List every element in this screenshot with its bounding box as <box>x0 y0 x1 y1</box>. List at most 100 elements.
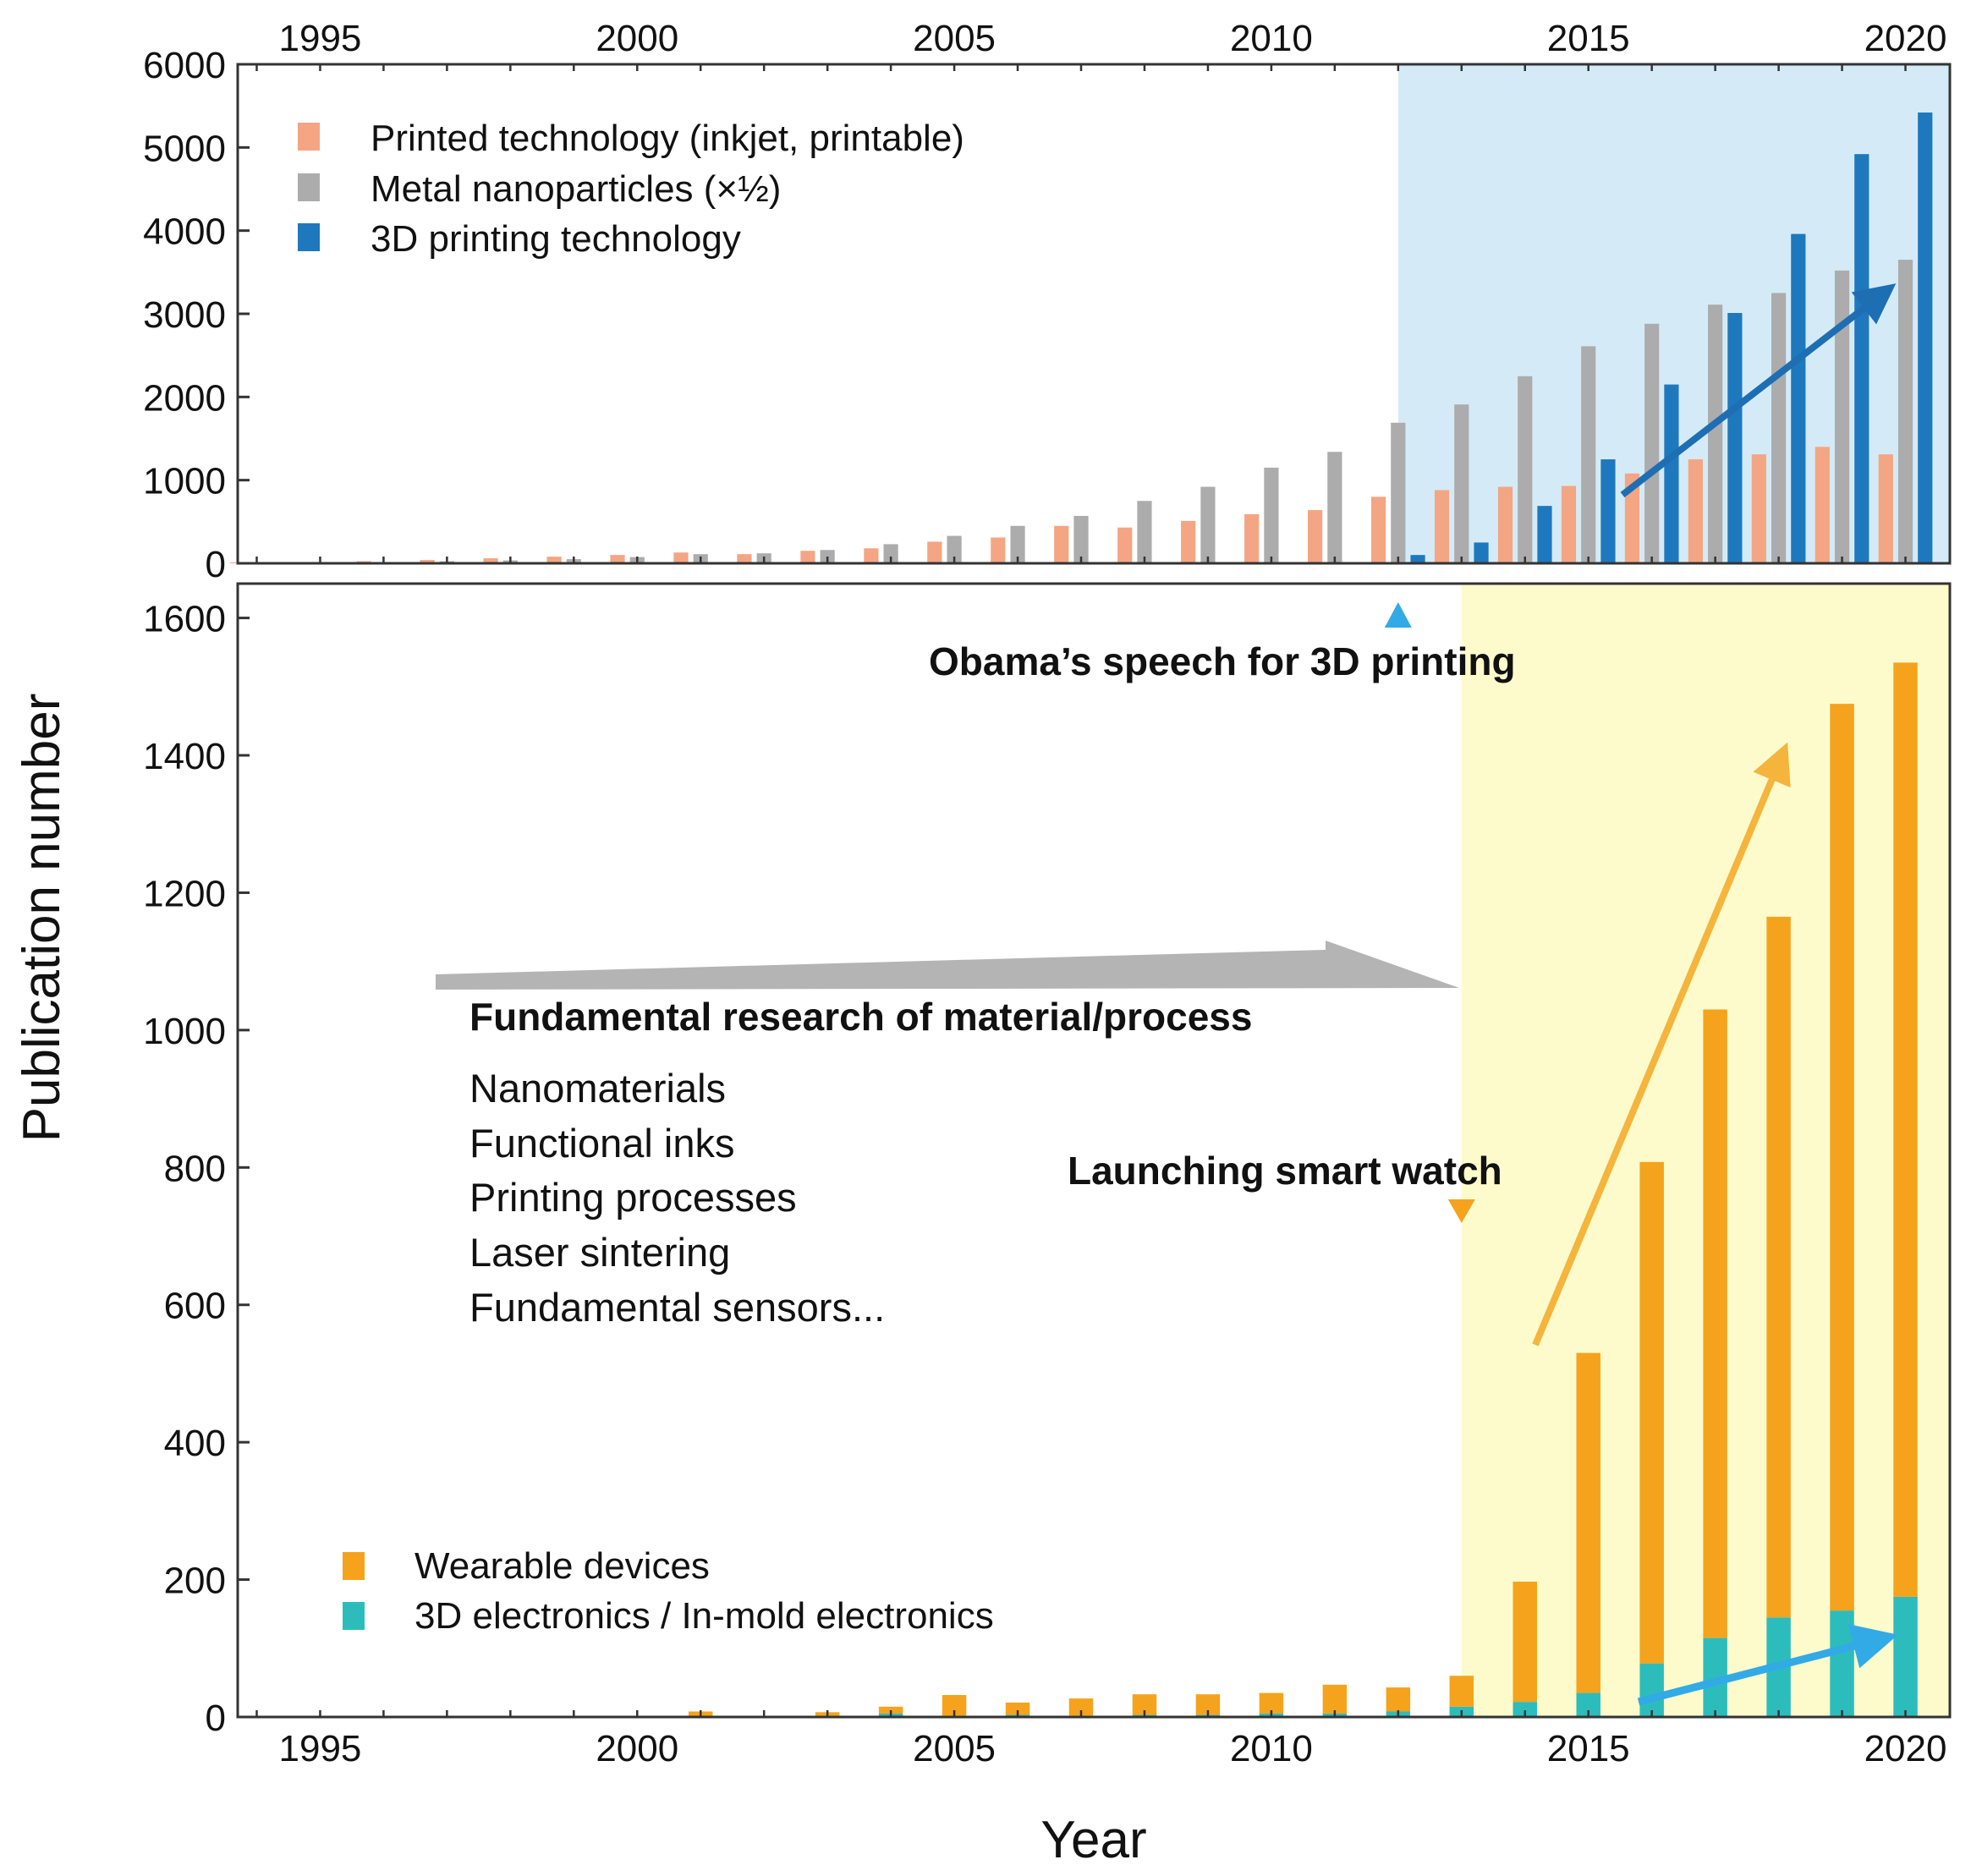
bar-printed <box>420 560 435 563</box>
bar-wearable <box>1639 1161 1664 1664</box>
legend-label-nano: Metal nanoparticles (×½) <box>371 168 781 210</box>
fundamental-research-arrow <box>436 941 1459 990</box>
smart-watch-marker-icon <box>1447 1199 1475 1223</box>
bottom-chart-panel: 0 200 400 600 800 1000 1200 1400 1600 1995 2000 20… <box>143 582 1952 1769</box>
bar-wearable <box>1322 1684 1348 1714</box>
y-tick-label: 0 <box>206 1698 226 1739</box>
bar-wearable <box>1259 1692 1284 1714</box>
bar-printed <box>1688 459 1703 563</box>
topic-item: Functional inks <box>469 1121 735 1166</box>
x-tick-label: 2010 <box>1230 1728 1313 1769</box>
bar-printed <box>800 551 815 563</box>
legend-label-3dprint: 3D printing technology <box>371 218 741 260</box>
bar-3d-printing <box>1727 313 1743 563</box>
legend-label-wearable: Wearable devices <box>415 1545 710 1587</box>
bar-printed <box>1054 525 1069 563</box>
bar-wearable <box>1068 1698 1094 1716</box>
bar-3d-printing <box>1410 555 1425 563</box>
bar-nano <box>1327 452 1342 563</box>
y-tick-label: 1400 <box>143 736 226 777</box>
bar-wearable <box>1576 1352 1600 1693</box>
top-legend: Printed technology (inkjet, printable) M… <box>298 118 964 260</box>
legend-label-printed: Printed technology (inkjet, printable) <box>371 118 964 159</box>
bar-printed <box>1751 454 1766 563</box>
legend-swatch-printed <box>298 123 320 151</box>
x-axis-title: Year <box>1040 1811 1146 1869</box>
trend-arrow-3d-printing <box>1620 283 1897 498</box>
top-x-axis: 1995 2000 2005 2010 2015 2020 <box>255 18 1947 563</box>
bar-wearable <box>1703 1009 1727 1638</box>
bar-3d-printing <box>1474 542 1489 563</box>
bar-printed <box>1561 485 1577 563</box>
bar-printed <box>546 557 562 563</box>
y-tick-label: 1000 <box>143 461 226 502</box>
bar-printed <box>1815 447 1830 563</box>
bar-3d-printing <box>1854 154 1869 563</box>
bar-printed <box>483 558 498 563</box>
bar-3d-printing <box>1791 233 1806 563</box>
bar-3d-printing <box>1918 112 1933 564</box>
bar-printed <box>1117 527 1133 563</box>
bar-nano <box>1644 323 1660 563</box>
fundamental-research-annotation: Fundamental research of material/process <box>469 995 1252 1039</box>
y-tick-label: 2000 <box>143 377 226 419</box>
bar-nano <box>1010 525 1025 563</box>
y-tick-label: 3000 <box>143 294 226 336</box>
bar-nano <box>883 544 898 563</box>
x-tick-label: 2015 <box>1547 1728 1630 1769</box>
x-tick-label: 1995 <box>279 18 362 59</box>
legend-swatch-3d-electronics <box>343 1602 365 1630</box>
y-tick-label: 400 <box>164 1423 226 1464</box>
x-tick-label: 2020 <box>1864 18 1947 59</box>
bar-3d-electronics <box>1830 1610 1854 1717</box>
bar-printed <box>927 541 942 563</box>
bar-3d-electronics <box>1639 1663 1664 1717</box>
x-tick-label: 2020 <box>1864 1728 1947 1769</box>
bar-nano <box>1834 270 1850 563</box>
bar-nano <box>1771 293 1787 563</box>
trend-arrow-wearable <box>1532 742 1791 1347</box>
bar-printed <box>1497 486 1513 563</box>
x-tick-label: 2005 <box>913 18 996 59</box>
bar-3d-electronics <box>1893 1596 1918 1717</box>
legend-label-3d-electronics: 3D electronics / In-mold electronics <box>415 1595 994 1637</box>
y-tick-label: 5000 <box>143 128 226 169</box>
x-tick-label: 2000 <box>596 1728 678 1769</box>
x-tick-label: 2010 <box>1230 18 1313 59</box>
x-tick-label: 2015 <box>1547 18 1630 59</box>
bar-printed <box>673 552 689 563</box>
bar-printed <box>1434 490 1450 563</box>
bar-wearable <box>1830 704 1854 1611</box>
y-tick-label: 0 <box>206 544 226 585</box>
bottom-legend: Wearable devices 3D electronics / In-mol… <box>343 1545 994 1637</box>
legend-swatch-wearable <box>343 1552 365 1580</box>
bar-printed <box>991 537 1006 563</box>
bar-printed <box>1624 473 1640 563</box>
y-tick-label: 6000 <box>143 45 226 86</box>
bar-nano <box>1518 376 1533 563</box>
y-tick-label: 200 <box>164 1561 226 1602</box>
bar-printed <box>737 554 752 563</box>
bottom-bars-group <box>688 662 1918 1717</box>
bar-nano <box>1454 404 1469 563</box>
legend-swatch-nano <box>298 173 320 201</box>
bar-printed <box>1370 496 1386 563</box>
topic-item: Nanomaterials <box>469 1066 726 1111</box>
bar-nano <box>947 535 962 563</box>
topic-item: Laser sintering <box>469 1230 730 1275</box>
smart-watch-annotation: Launching smart watch <box>1068 1149 1502 1193</box>
topic-item: Fundamental sensors... <box>469 1285 885 1330</box>
bottom-y-axis: 0 200 400 600 800 1000 1200 1400 1600 <box>143 599 250 1739</box>
bar-nano <box>1137 501 1152 563</box>
top-y-axis: 0 1000 2000 3000 4000 5000 6000 <box>143 45 250 585</box>
top-chart-panel: 0 1000 2000 3000 4000 5000 6000 1995 2000 2005 20… <box>143 18 1952 585</box>
bar-printed <box>1244 513 1260 563</box>
bottom-x-axis: 1995 2000 2005 2010 2015 2020 <box>255 1710 1947 1769</box>
bar-wearable <box>878 1706 903 1714</box>
top-bars-group <box>229 112 1933 564</box>
bar-wearable <box>1513 1582 1537 1703</box>
y-tick-label: 1200 <box>143 873 226 914</box>
bar-nano <box>1897 260 1913 563</box>
obama-speech-annotation: Obama’s speech for 3D printing <box>929 639 1516 683</box>
